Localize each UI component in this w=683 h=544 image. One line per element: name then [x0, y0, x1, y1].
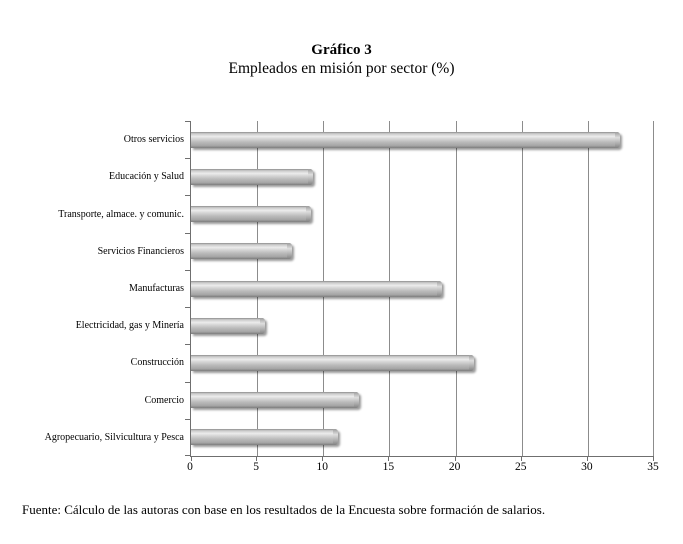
bar: [191, 131, 620, 148]
x-tick-label: 0: [187, 461, 193, 473]
bar: [191, 317, 266, 334]
x-tick-label: 15: [382, 461, 395, 473]
x-tick-label: 35: [647, 461, 659, 473]
category-label: Electricidad, gas y Minería: [75, 320, 184, 332]
y-axis-tick: [185, 158, 190, 160]
x-axis-tick: [256, 456, 258, 461]
category-label: Educación y Salud: [109, 171, 184, 183]
y-axis-tick: [185, 455, 190, 456]
gridline: [653, 121, 654, 456]
category-label: Servicios Financieros: [97, 245, 184, 257]
bar: [191, 168, 313, 185]
x-axis-tick: [454, 456, 456, 461]
category-label: Agropecuario, Silvicultura y Pesca: [44, 431, 184, 443]
bar: [191, 392, 359, 409]
y-axis-tick: [185, 344, 190, 346]
y-axis-tick: [185, 121, 190, 122]
x-tick-label: 5: [253, 461, 260, 473]
x-axis-tick: [322, 456, 324, 461]
category-label: Manufacturas: [129, 283, 184, 294]
x-axis-tick: [191, 456, 192, 461]
category-label: Otros servicios: [123, 134, 184, 146]
x-axis-tick: [520, 456, 522, 461]
x-tick-label: 10: [316, 461, 329, 473]
x-tick-label: 20: [448, 461, 461, 473]
y-axis-tick: [185, 232, 190, 234]
y-axis-tick: [185, 269, 190, 271]
chart-title: Gráfico 3: [311, 42, 372, 58]
plot-area: [185, 121, 654, 461]
x-axis-tick: [586, 456, 588, 461]
chart-subtitle: Empleados en misión por sector (%): [228, 60, 455, 77]
gridline: [587, 121, 589, 456]
category-label: Construcción: [130, 357, 184, 369]
x-tick-label: 30: [581, 461, 593, 473]
x-axis-tick: [388, 456, 390, 461]
x-axis-tick: [653, 456, 654, 461]
y-axis-tick: [185, 307, 190, 309]
y-axis-tick: [185, 418, 190, 420]
x-tick-label: 25: [514, 461, 527, 473]
bar: [191, 243, 292, 260]
y-axis-tick: [185, 195, 190, 197]
bar: [191, 206, 312, 223]
gridline: [455, 121, 457, 456]
bar: [191, 354, 475, 371]
bar: [191, 429, 338, 446]
source-note: Fuente: Cálculo de las autoras con base …: [22, 502, 546, 517]
category-label: Transporte, almace. y comunic.: [58, 208, 184, 220]
category-label: Comercio: [144, 394, 184, 406]
y-axis-tick: [185, 381, 190, 383]
gridline: [521, 121, 523, 456]
bar: [191, 280, 443, 297]
